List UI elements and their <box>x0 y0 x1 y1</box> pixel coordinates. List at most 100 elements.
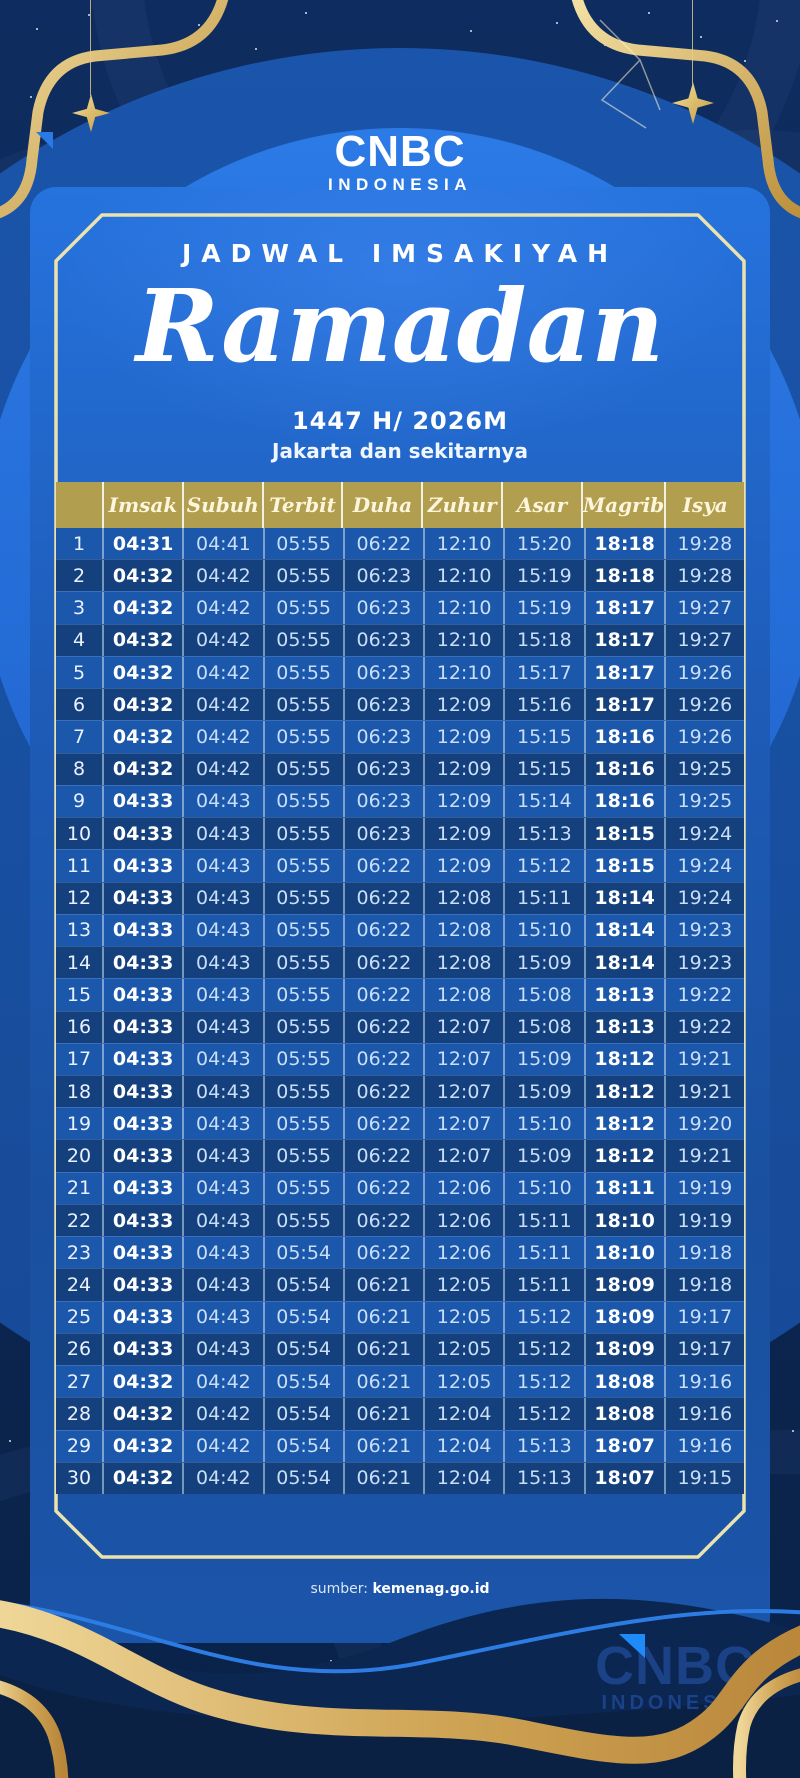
schedule-header-row: Imsak Subuh Terbit Duha Zuhur Asar Magrib Isya <box>56 482 744 528</box>
schedule-kicker: JADWAL IMSAKIYAH <box>181 239 619 268</box>
day-number: 20 <box>66 1145 92 1168</box>
time-cell: 04:42 <box>182 721 262 753</box>
day-number: 13 <box>66 919 92 942</box>
source-line: sumber: kemenag.go.id <box>30 1581 770 1597</box>
time-cell: 18:14 <box>583 947 664 979</box>
day-number: 7 <box>72 726 86 749</box>
time-cell: 19:21 <box>663 1140 744 1172</box>
time-cell: 06:21 <box>342 1398 423 1430</box>
day-number: 30 <box>66 1467 92 1490</box>
time-cell: 12:09 <box>423 850 503 882</box>
prayer-times-table: Imsak Subuh Terbit Duha Zuhur Asar Magrib Isya … <box>56 482 744 1495</box>
time-cell: 04:42 <box>182 592 262 624</box>
time-cell: 12:07 <box>423 1140 503 1172</box>
time-cell: 19:16 <box>663 1398 744 1430</box>
table-row: 11 04:33 04:43 05:55 06:22 12:09 15:12 18:15 19… <box>56 849 744 882</box>
time-cell: 18:08 <box>583 1366 664 1398</box>
time-cell: 19:23 <box>663 914 744 947</box>
time-cell: 12:09 <box>423 689 503 721</box>
time-cell: 04:32 <box>102 689 182 721</box>
time-cell: 15:12 <box>503 1366 583 1398</box>
time-cell: 04:33 <box>102 1237 182 1269</box>
time-cell: 12:10 <box>423 592 503 624</box>
time-cell: 04:42 <box>182 560 262 592</box>
time-cell: 18:12 <box>583 1043 664 1075</box>
day-column-header <box>56 482 102 528</box>
time-cell: 06:22 <box>342 1011 423 1043</box>
time-cell: 04:32 <box>102 560 182 592</box>
time-cell: 06:22 <box>342 914 423 947</box>
time-cell: 04:33 <box>102 1011 182 1043</box>
table-row: 15 04:33 04:43 05:55 06:22 12:08 15:08 18:13 19… <box>56 978 744 1011</box>
table-row: 24 04:33 04:43 05:54 06:21 12:05 15:11 18:09 19… <box>56 1268 744 1301</box>
day-number: 8 <box>72 758 86 781</box>
time-cell: 04:42 <box>182 1366 262 1398</box>
table-row: 9 04:33 04:43 05:55 06:23 12:09 15:14 18:16 19:… <box>56 784 744 818</box>
time-cell: 18:07 <box>583 1430 664 1462</box>
time-cell: 04:33 <box>102 914 182 947</box>
day-number: 12 <box>66 887 92 910</box>
table-row: 30 04:32 04:42 05:54 06:21 12:04 15:13 18:07 19… <box>56 1461 744 1495</box>
table-row: 10 04:33 04:43 05:55 06:23 12:09 15:13 18:15 19… <box>56 817 744 850</box>
schedule-card: JADWAL IMSAKIYAH Ramadan 1447 H/ 2026M J… <box>30 187 770 1643</box>
time-cell: 04:43 <box>182 1301 262 1333</box>
table-row: 21 04:33 04:43 05:55 06:22 12:06 15:10 18:11 19… <box>56 1171 744 1204</box>
time-cell: 15:18 <box>503 624 583 656</box>
time-cell: 18:09 <box>583 1269 664 1301</box>
time-cell: 18:12 <box>583 1075 664 1108</box>
table-row: 22 04:33 04:43 05:55 06:22 12:06 15:11 18:10 19… <box>56 1203 744 1237</box>
column-header: Isya <box>664 482 744 528</box>
time-cell: 12:10 <box>423 656 503 689</box>
time-cell: 19:24 <box>663 882 744 914</box>
time-cell: 05:55 <box>262 882 343 914</box>
page-title: Ramadan <box>135 267 665 385</box>
day-number: 25 <box>66 1306 92 1329</box>
time-cell: 15:11 <box>503 882 583 914</box>
time-cell: 19:22 <box>663 979 744 1011</box>
time-cell: 15:09 <box>503 947 583 979</box>
time-cell: 05:54 <box>262 1366 343 1398</box>
time-cell: 15:15 <box>503 721 583 753</box>
time-cell: 04:43 <box>182 1333 262 1366</box>
time-cell: 05:55 <box>262 528 343 560</box>
time-cell: 05:55 <box>262 721 343 753</box>
time-cell: 18:14 <box>583 882 664 914</box>
time-cell: 04:33 <box>102 1204 182 1237</box>
time-cell: 04:32 <box>102 721 182 753</box>
time-cell: 12:08 <box>423 979 503 1011</box>
time-cell: 15:09 <box>503 1140 583 1172</box>
time-cell: 12:10 <box>423 560 503 592</box>
table-row: 26 04:33 04:43 05:54 06:21 12:05 15:12 18:09 19… <box>56 1332 744 1366</box>
time-cell: 06:23 <box>342 624 423 656</box>
time-cell: 15:16 <box>503 689 583 721</box>
cnbc-logo-subtext: INDONESIA <box>328 175 472 194</box>
time-cell: 18:15 <box>583 818 664 850</box>
time-cell: 15:10 <box>503 1172 583 1204</box>
time-cell: 15:13 <box>503 1462 583 1495</box>
time-cell: 18:13 <box>583 1011 664 1043</box>
source-value: kemenag.go.id <box>372 1581 490 1597</box>
time-cell: 19:16 <box>663 1366 744 1398</box>
time-cell: 04:43 <box>182 1237 262 1269</box>
time-cell: 05:54 <box>262 1269 343 1301</box>
time-cell: 06:22 <box>342 947 423 979</box>
table-row: 16 04:33 04:43 05:55 06:22 12:07 15:08 18:13 19… <box>56 1010 744 1043</box>
time-cell: 15:12 <box>503 1301 583 1333</box>
table-row: 2 04:32 04:42 05:55 06:23 12:10 15:19 18:18 19:… <box>56 559 744 592</box>
time-cell: 18:17 <box>583 624 664 656</box>
time-cell: 19:24 <box>663 818 744 850</box>
table-row: 3 04:32 04:42 05:55 06:23 12:10 15:19 18:17 19:… <box>56 591 744 624</box>
time-cell: 15:13 <box>503 1430 583 1462</box>
time-cell: 04:32 <box>102 1462 182 1495</box>
time-cell: 06:22 <box>342 979 423 1011</box>
time-cell: 12:09 <box>423 753 503 785</box>
time-cell: 04:43 <box>182 914 262 947</box>
time-cell: 06:23 <box>342 721 423 753</box>
table-row: 8 04:32 04:42 05:55 06:23 12:09 15:15 18:16 19:… <box>56 752 744 785</box>
time-cell: 04:33 <box>102 1108 182 1140</box>
time-cell: 04:32 <box>102 1366 182 1398</box>
table-row: 1 04:31 04:41 05:55 06:22 12:10 15:20 18:18 19:… <box>56 528 744 560</box>
time-cell: 19:18 <box>663 1269 744 1301</box>
table-row: 7 04:32 04:42 05:55 06:23 12:09 15:15 18:16 19:… <box>56 720 744 753</box>
